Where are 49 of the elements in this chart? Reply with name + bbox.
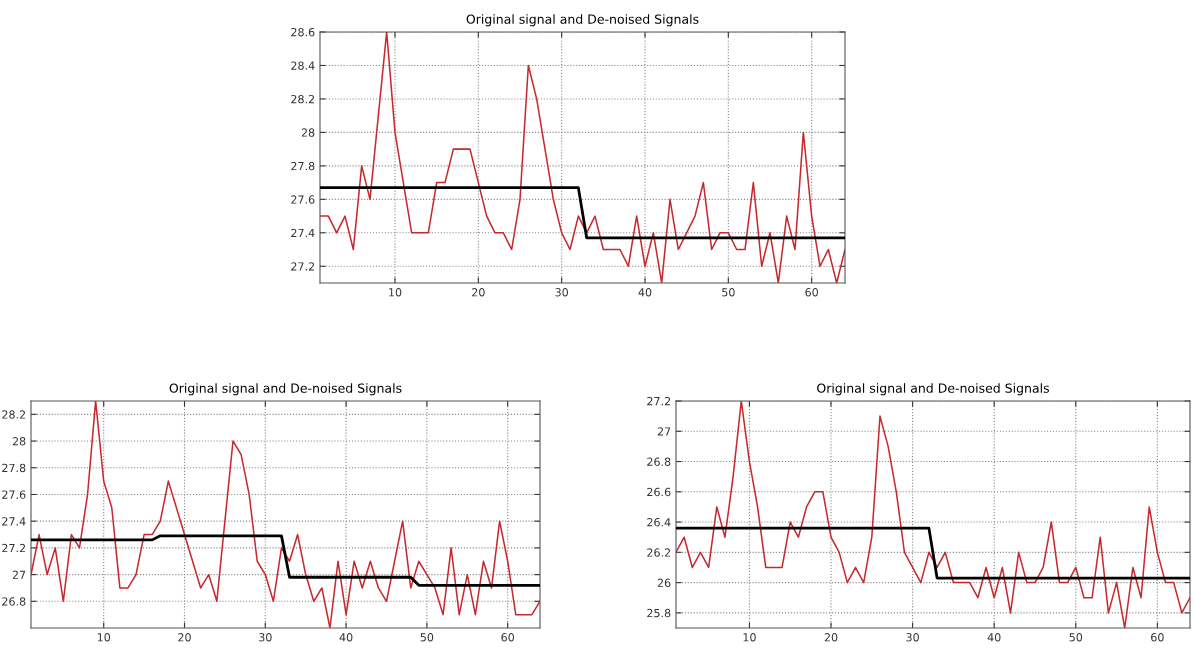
y-tick-label: 28.4 [291, 61, 315, 70]
x-tick-label: 20 [178, 633, 191, 642]
line-series [320, 32, 845, 283]
chart-title: Original signal and De-noised Signals [169, 383, 402, 396]
y-tick-label: 25.8 [647, 608, 671, 618]
y-tick-label: 27.4 [291, 228, 315, 238]
x-tick-label: 60 [805, 288, 818, 297]
y-tick-label: 26.8 [647, 457, 671, 466]
y-tick-label: 27.2 [647, 396, 671, 406]
y-tick-label: 28.6 [291, 27, 315, 37]
y-tick-label: 26 [657, 578, 671, 587]
x-tick-label: 20 [824, 633, 838, 642]
x-tick-label: 10 [389, 288, 402, 297]
y-tick-label: 27 [12, 570, 26, 579]
x-tick-label: 30 [259, 633, 272, 642]
y-tick-label: 26.2 [647, 548, 671, 557]
x-tick-label: 60 [501, 633, 515, 642]
y-tick-label: 28 [12, 437, 26, 446]
y-tick-label: 27.4 [2, 517, 26, 526]
line-series [31, 534, 540, 587]
y-tick-label: 26.4 [647, 518, 671, 527]
x-tick-label: 10 [97, 633, 111, 642]
line-series [676, 401, 1190, 628]
x-tick-label: 30 [555, 288, 568, 297]
x-tick-label: 10 [743, 633, 756, 642]
x-tick-label: 40 [339, 633, 353, 642]
y-tick-label: 27.8 [2, 463, 26, 473]
y-tick-label: 26.6 [647, 487, 671, 497]
x-tick-label: 50 [722, 288, 735, 297]
line-series [31, 401, 540, 628]
x-tick-label: 30 [906, 633, 919, 642]
y-tick-label: 28.2 [291, 94, 315, 104]
y-tick-label: 27 [657, 427, 671, 436]
x-tick-label: 60 [1151, 633, 1164, 642]
x-tick-label: 50 [1069, 633, 1083, 642]
y-tick-label: 27.6 [2, 490, 26, 499]
x-tick-label: 40 [987, 633, 1001, 642]
chart-title: Original signal and De-noised Signals [817, 383, 1049, 396]
y-tick-label: 27.6 [291, 195, 315, 204]
x-tick-label: 20 [472, 288, 485, 297]
chart-title: Original signal and De-noised Signals [466, 14, 699, 27]
x-tick-label: 40 [638, 288, 652, 297]
y-tick-label: 26.8 [2, 597, 26, 606]
x-tick-label: 50 [420, 633, 434, 642]
y-tick-label: 28.2 [2, 410, 26, 419]
y-tick-label: 27.2 [291, 262, 315, 271]
y-tick-label: 27.2 [2, 543, 26, 553]
y-tick-label: 27.8 [291, 161, 315, 171]
y-tick-label: 28 [301, 128, 315, 137]
